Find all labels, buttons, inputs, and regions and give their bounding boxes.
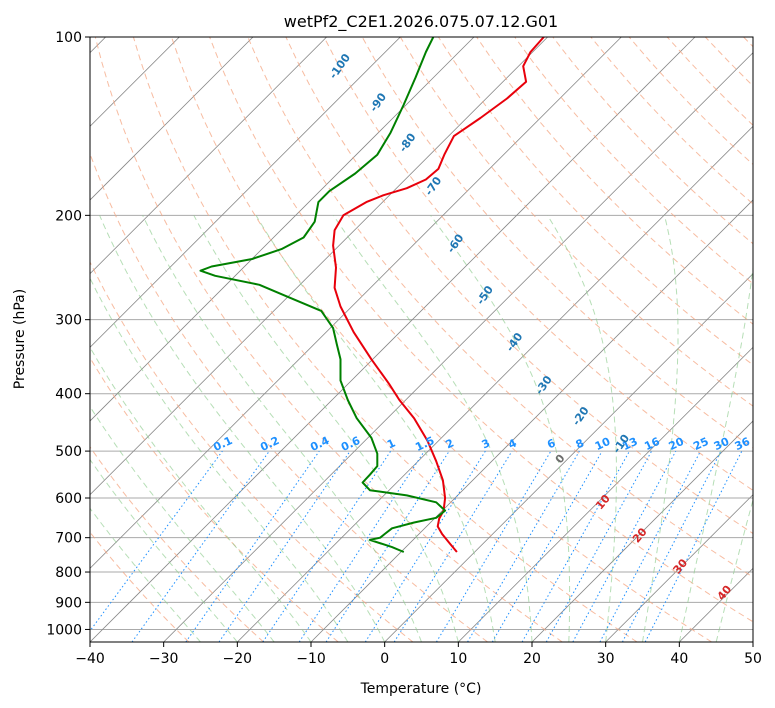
y-axis-label: Pressure (hPa) — [12, 289, 28, 389]
isotherm-line — [90, 37, 475, 422]
mixing-ratio-line — [185, 450, 320, 642]
isotherm-line — [458, 346, 753, 642]
tick-group: −40 −30 −20 −10 0 10 20 30 40 50 100 200 300 400 500 60… — [46, 30, 762, 667]
mixing-ratio-line — [491, 450, 603, 642]
y-tick-label: 500 — [55, 444, 82, 460]
dry-adiabat-line — [171, 37, 712, 642]
dry-adiabat-line — [514, 37, 753, 285]
mixing-ratio-line — [364, 450, 486, 642]
mixing-ratio-line — [435, 450, 552, 642]
dry-adiabat-line — [476, 37, 753, 325]
mixing-ratio-line — [218, 450, 351, 642]
moist-adiabat-line — [90, 346, 312, 642]
dry-adiabat-line — [247, 37, 753, 578]
dry-adiabat-line — [90, 446, 264, 642]
y-tick-label: 200 — [55, 208, 82, 224]
isotherm-line — [90, 37, 622, 569]
moist-adiabat-line — [99, 215, 386, 642]
mixing-ratio-label: 30 — [712, 435, 732, 453]
moist-adiabat-line — [332, 215, 533, 642]
dry-adiabat-line — [90, 356, 339, 642]
moist-adiabat-line — [430, 215, 571, 642]
x-tick-label: −10 — [296, 651, 326, 667]
x-tick-label: 40 — [670, 651, 688, 667]
y-tick-label: 900 — [55, 595, 82, 611]
isotherm-line — [90, 37, 254, 201]
isotherm-line — [237, 125, 753, 642]
mixing-ratio-line — [572, 450, 677, 642]
moist-adiabat-line — [142, 215, 422, 642]
dewpoint-profile — [199, 37, 447, 553]
dry-adiabat-line — [209, 37, 753, 623]
x-tick-label: 20 — [523, 651, 541, 667]
moist-adiabat-line — [642, 215, 679, 642]
x-axis-label: Temperature (°C) — [360, 681, 482, 697]
dry-adiabat-line — [323, 37, 753, 491]
x-tick-label: −40 — [75, 651, 105, 667]
x-tick-label: 30 — [597, 651, 615, 667]
x-tick-label: −20 — [223, 651, 253, 667]
isotherm-line — [531, 420, 753, 642]
temperature-profile — [332, 37, 545, 553]
mixing-ratio-label: 16 — [642, 435, 662, 453]
mixing-ratio-label: 13 — [620, 435, 639, 453]
mixing-ratio-line — [521, 450, 630, 642]
isotherm-line — [90, 37, 327, 275]
x-tick-label: 50 — [744, 651, 762, 667]
mixing-ratio-line — [467, 450, 580, 642]
moist-adiabat-line — [90, 405, 275, 642]
mixing-ratio-label: 20 — [667, 435, 687, 453]
x-tick-label: −30 — [149, 651, 179, 667]
y-tick-label: 700 — [55, 531, 82, 547]
isotherm-line — [605, 494, 753, 642]
mixing-ratio-line — [545, 450, 653, 642]
dry-adiabat-line — [132, 37, 638, 642]
y-tick-label: 300 — [55, 313, 82, 329]
moist-adiabat-line — [90, 458, 238, 642]
x-tick-label: 10 — [449, 651, 467, 667]
plot-frame — [89, 36, 754, 643]
y-tick-label: 100 — [55, 30, 82, 46]
mixing-ratio-line — [325, 450, 450, 642]
mixing-ratio-label: 36 — [733, 435, 753, 453]
y-tick-label: 1000 — [46, 622, 82, 638]
chart-title: wetPf2_C2E1.2026.075.07.12.G01 — [284, 12, 558, 32]
isotherm-line — [90, 37, 401, 348]
mixing-ratio-label: 10 — [593, 435, 613, 453]
dry-adiabat-line — [94, 37, 563, 642]
moist-adiabat-line — [678, 264, 753, 642]
isotherm-line — [90, 37, 548, 496]
isotherm-line — [163, 52, 753, 642]
moist-adiabat-line — [547, 215, 617, 642]
series-group — [199, 37, 545, 553]
y-tick-label: 800 — [55, 565, 82, 581]
dry-adiabat-line — [90, 260, 414, 642]
x-tick-label: 0 — [380, 651, 389, 667]
y-tick-label: 600 — [55, 491, 82, 507]
isotherm-line — [384, 273, 753, 642]
dry-adiabat-line — [285, 37, 753, 535]
moist-adiabat-line — [193, 215, 459, 642]
y-tick-label: 400 — [55, 387, 82, 403]
mixing-ratio-label: 25 — [691, 435, 710, 453]
